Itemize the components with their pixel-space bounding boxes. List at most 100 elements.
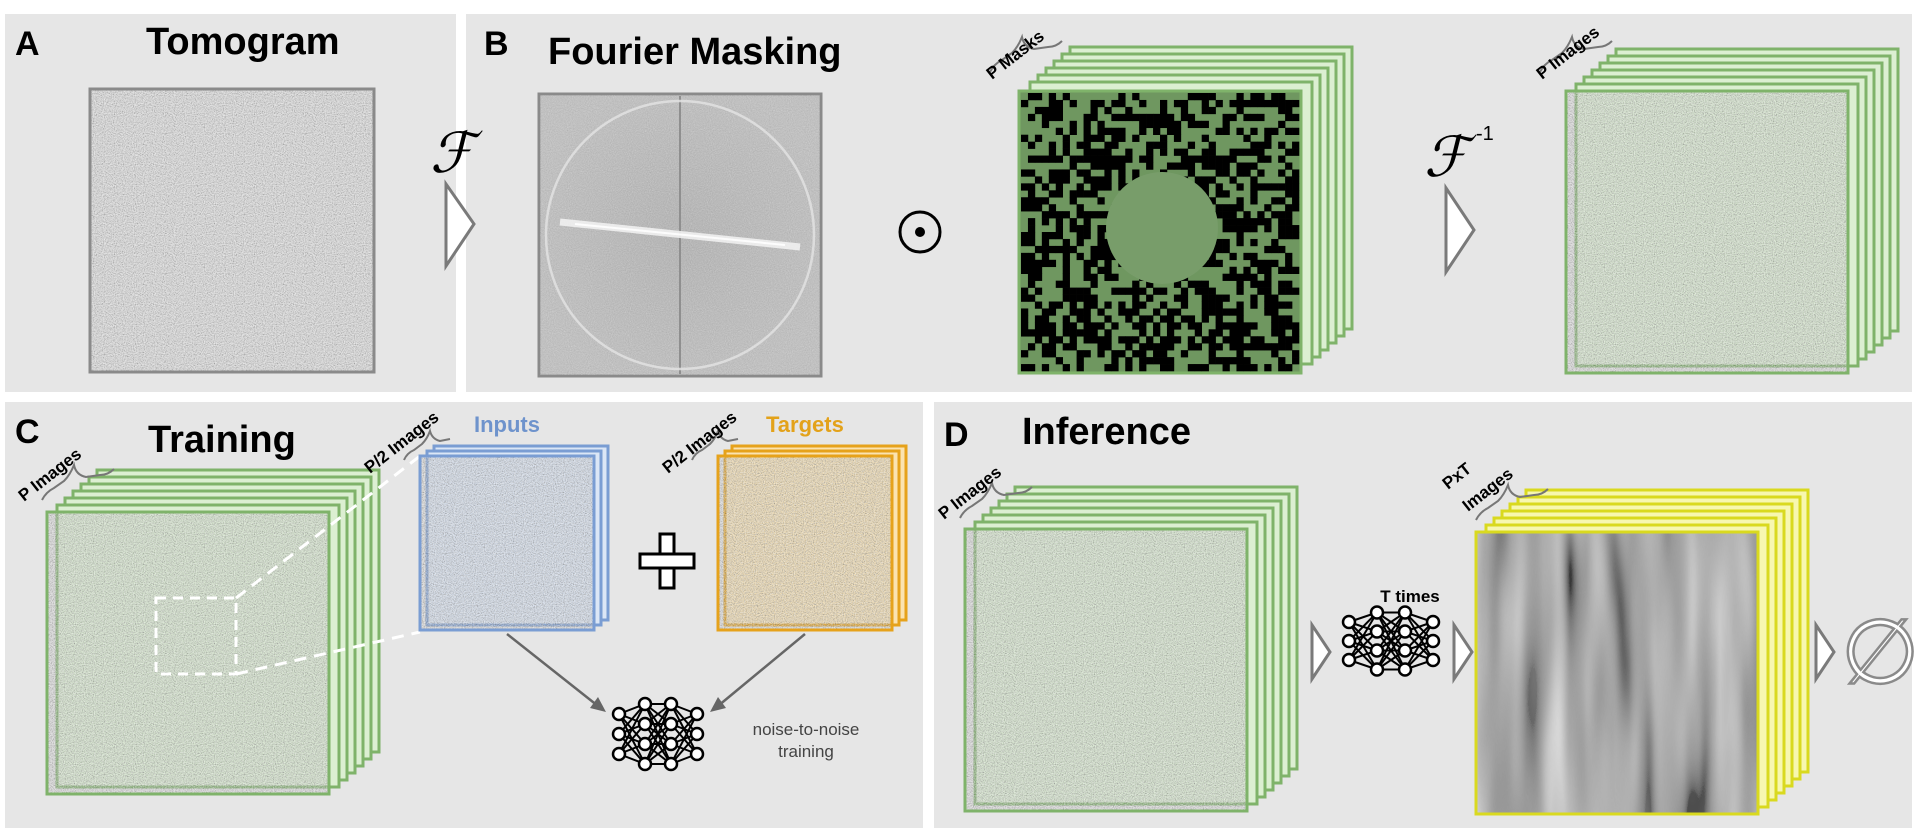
mask-cell [1201,106,1209,115]
mask-cell [1048,204,1057,212]
mask-cell [1055,232,1063,240]
mask-cell [1271,183,1279,191]
mask-cell [1139,350,1147,358]
mask-cell [1153,343,1161,351]
mask-cell [1111,287,1119,295]
panel-a-letter: A [15,25,40,63]
mask-cell [1034,329,1043,337]
network-edge [644,703,672,745]
mask-cell [1236,148,1244,156]
mask-cell [1229,99,1237,108]
mask-cell [1048,148,1057,156]
mask-cell [1236,273,1244,281]
mask-cell [1021,350,1029,358]
network-node [611,746,627,762]
mask-cell [1132,294,1140,302]
mask-cell [1041,238,1050,247]
mask-cell [1069,218,1077,226]
mask-cell [1083,287,1091,295]
mask-cell [1062,245,1070,254]
mask-cell [1097,245,1105,254]
mask-cell [1208,197,1216,205]
mask-cell [1292,113,1300,122]
mask-cell [1278,280,1286,288]
mask-cell [1250,259,1258,268]
mask-cell [1208,336,1216,344]
mask-cell [1236,162,1244,170]
mask-cell [1083,336,1091,344]
mask-cell [1034,273,1043,281]
mask-cell [1180,162,1189,170]
mask-cell [1027,183,1036,191]
mask-cell [1153,308,1161,316]
mask-cell [1048,245,1057,254]
mask-cell [1250,273,1258,281]
mask-cell [1236,287,1244,295]
mask-cell [1097,162,1105,170]
mask-cell [1250,197,1258,205]
mask-cell [1271,259,1279,268]
mask-cell [1097,134,1105,142]
mask-cell [1160,113,1168,122]
mask-cell [1090,245,1098,254]
mask-cell [1236,169,1244,177]
mask-cell [1222,162,1230,170]
mask-cell [1243,99,1251,108]
mask-cell [1243,364,1251,372]
mask-cell [1021,232,1029,240]
mask-cell [1180,315,1189,323]
mask-cell [1201,134,1209,142]
mask-cell [1264,141,1272,149]
mask-cell [1027,155,1036,163]
mask-cell [1187,336,1196,344]
mask-cell [1187,141,1196,149]
mask-cell [1132,287,1140,295]
mask-cell [1062,148,1070,156]
mask-cell [1111,322,1119,330]
mask-cell [1264,301,1272,309]
mask-cell [1271,315,1279,323]
targets-arrowhead [710,697,726,712]
network-node [1397,605,1413,620]
mask-cell [1125,343,1133,351]
mask-cell [1250,148,1258,156]
mask-cell [1027,225,1036,233]
mask-cell [1062,315,1070,323]
mask-cell [1264,204,1272,212]
mask-cell [1278,245,1286,254]
mask-cell [1069,197,1077,205]
mask-cell [1201,148,1209,156]
network-edge [670,713,698,765]
mask-cell [1139,127,1147,135]
mask-cell [1160,364,1168,372]
mask-cell [1236,99,1244,108]
mask-cell [1069,301,1077,309]
mask-cell [1208,176,1216,184]
mask-cell [1104,329,1112,337]
network-node [663,696,679,712]
mask-cell [1222,273,1230,281]
mask-cell [1201,301,1209,309]
mask-cell [1041,232,1050,240]
mask-cell [1292,127,1300,135]
mask-cell [1034,204,1043,212]
mask-cell [1243,266,1251,274]
mask-cell [1285,183,1293,191]
mask-cell [1076,350,1084,358]
mask-cell [1048,308,1057,316]
mask-cell [1250,280,1258,288]
network-node [611,726,627,742]
mask-cell [1292,197,1300,205]
forward-arrow-icon [1814,620,1836,684]
mask-cell [1118,350,1126,358]
mask-cell [1153,120,1161,129]
mask-cell [1104,245,1112,254]
mask-cell [1222,204,1230,212]
network-node [689,726,705,742]
mask-cell [1118,113,1126,122]
mask-cell [1257,141,1265,149]
mask-cell [1215,190,1223,198]
forward-arrow-icon [1310,620,1332,684]
mask-cell [1180,106,1189,115]
